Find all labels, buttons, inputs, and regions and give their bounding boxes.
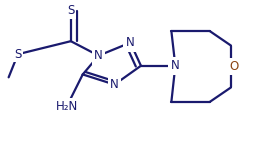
Text: N: N [171,59,180,72]
Text: N: N [110,78,119,91]
Text: S: S [14,48,22,61]
Text: H₂N: H₂N [56,100,78,113]
Text: N: N [126,36,135,49]
Text: N: N [94,49,103,62]
Text: S: S [67,4,74,17]
Text: O: O [229,60,238,73]
